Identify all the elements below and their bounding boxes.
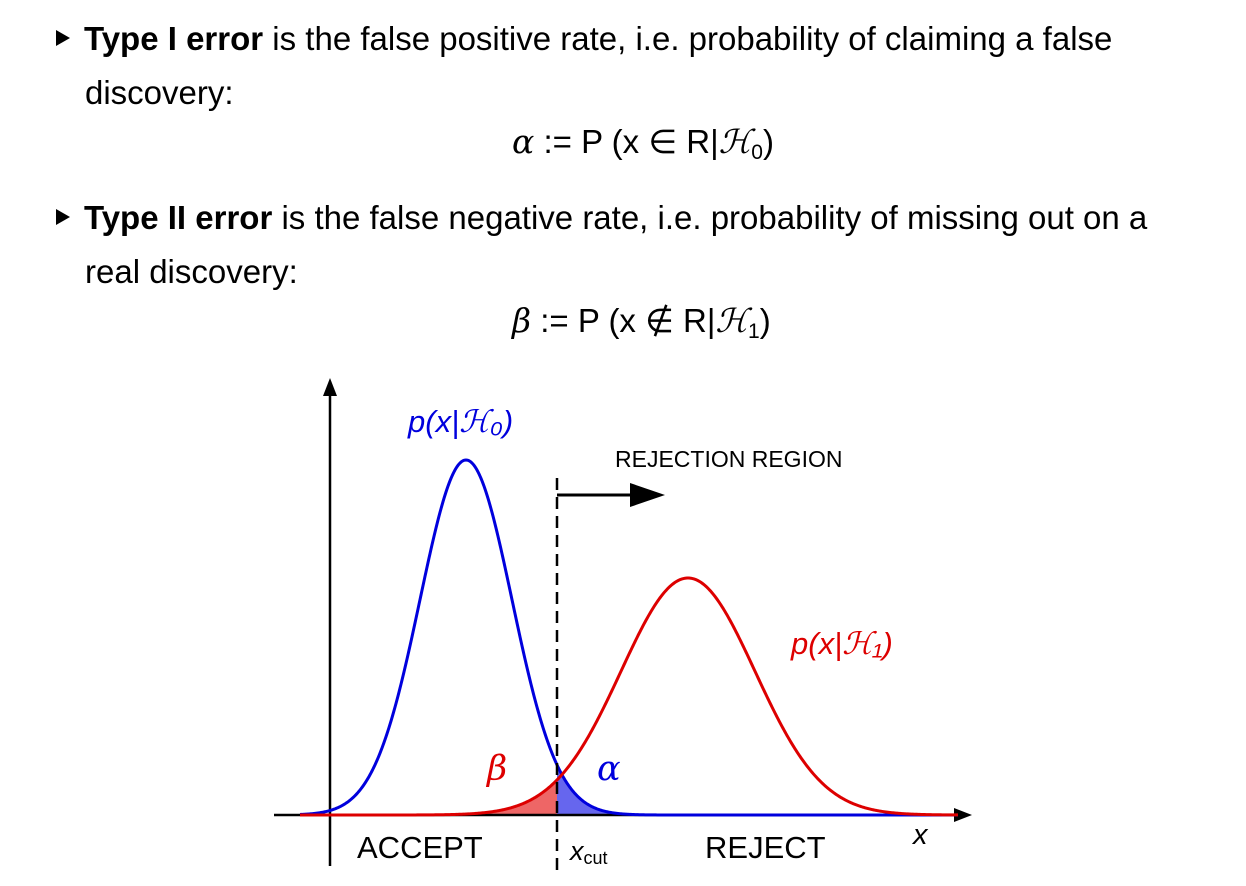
type-2-continuation: real discovery: xyxy=(85,253,298,290)
beta-def-operator: := xyxy=(531,302,578,339)
reject-label: REJECT xyxy=(705,830,826,865)
x-cut-main: x xyxy=(568,836,585,866)
alpha-eq-hypothesis: ℋ xyxy=(718,122,752,161)
beta-shaded-area xyxy=(300,779,557,815)
beta-label: β xyxy=(485,749,507,789)
beta-eq-hypothesis: ℋ xyxy=(715,301,749,340)
bullet-triangle-icon xyxy=(56,209,70,225)
type-2-term: Type II error xyxy=(84,199,273,236)
bullet-triangle-icon xyxy=(56,30,70,46)
h0-density-curve xyxy=(299,458,958,817)
type-1-continuation: discovery: xyxy=(85,74,234,111)
beta-symbol: β xyxy=(512,301,532,340)
x-cut-label: xcut xyxy=(568,836,608,868)
beta-eq-close: ) xyxy=(759,302,771,339)
alpha-eq-body: P (x ∈ R| xyxy=(581,123,719,160)
bullet-type-2-error: Type II error is the false negative rate… xyxy=(56,191,1236,245)
x-axis-arrow-icon xyxy=(954,808,972,822)
h0-distribution-label: p(x|ℋ₀) xyxy=(407,404,513,439)
alpha-eq-close: ) xyxy=(762,123,774,160)
alpha-eq-subscript: 0 xyxy=(751,141,763,164)
accept-label: ACCEPT xyxy=(357,830,483,865)
type-1-description: is the false positive rate, i.e. probabi… xyxy=(263,20,1113,57)
beta-eq-subscript: 1 xyxy=(748,320,760,343)
h1-density-curve xyxy=(300,576,958,817)
alpha-label: α xyxy=(597,749,621,789)
h1-distribution-label: p(x|ℋ₁) xyxy=(790,626,893,661)
rejection-region-label: REJECTION REGION xyxy=(615,446,842,472)
bullet-type-1-error: Type I error is the false positive rate,… xyxy=(56,12,1236,66)
alpha-symbol: α xyxy=(512,122,535,161)
alpha-equation: α := P (x ∈ R|ℋ0) xyxy=(512,122,774,173)
type-2-description: is the false negative rate, i.e. probabi… xyxy=(272,199,1148,236)
x-axis-label: x xyxy=(911,819,929,851)
type-1-term: Type I error xyxy=(84,20,264,57)
beta-eq-body: P (x ∉ R| xyxy=(577,302,716,339)
rejection-arrow-icon xyxy=(630,483,665,507)
beta-equation: β := P (x ∉ R|ℋ1) xyxy=(512,301,771,352)
x-cut-subscript: cut xyxy=(584,848,608,868)
y-axis-arrow-icon xyxy=(323,378,337,396)
alpha-def-operator: := xyxy=(534,123,582,160)
